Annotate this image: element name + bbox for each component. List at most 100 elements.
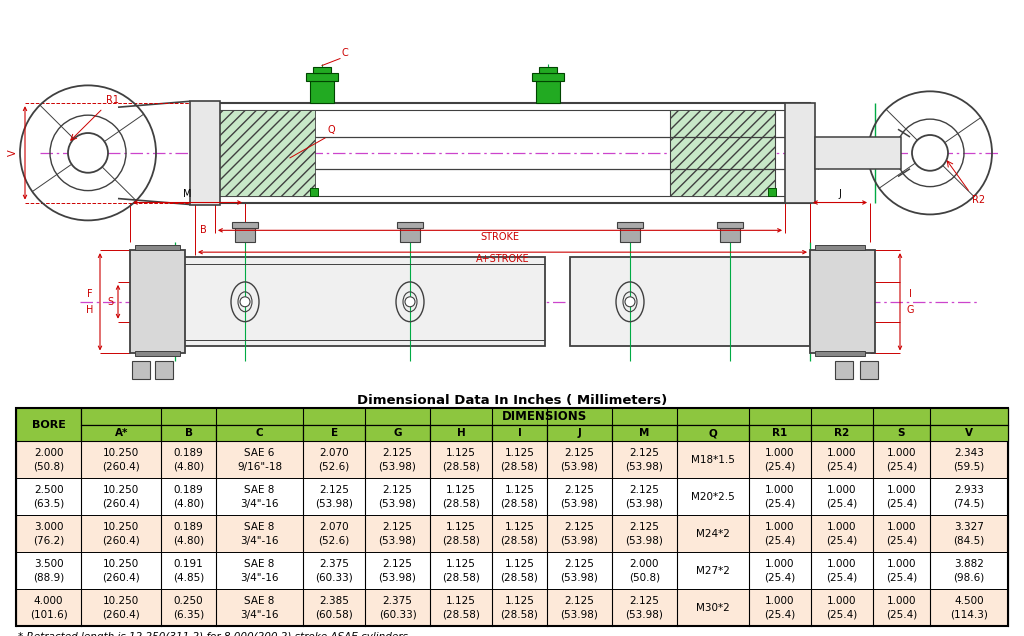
- Text: 0.189: 0.189: [174, 485, 204, 495]
- Text: (60.33): (60.33): [315, 573, 353, 583]
- Bar: [16, 589, 1008, 626]
- Text: 1.125: 1.125: [446, 485, 476, 495]
- Text: (60.58): (60.58): [315, 610, 353, 620]
- Text: 1.000: 1.000: [887, 485, 916, 495]
- Text: 2.000: 2.000: [34, 448, 63, 458]
- Text: (53.98): (53.98): [379, 573, 417, 583]
- Bar: [532, 74, 564, 81]
- Text: (50.8): (50.8): [629, 573, 660, 583]
- Text: 2.343: 2.343: [954, 448, 984, 458]
- Text: A+STROKE: A+STROKE: [476, 254, 529, 264]
- Text: (25.4): (25.4): [886, 573, 916, 583]
- Bar: [492, 425, 547, 441]
- Text: 1.000: 1.000: [887, 559, 916, 569]
- Text: I: I: [517, 428, 521, 438]
- Text: 2.375: 2.375: [319, 559, 349, 569]
- Text: (260.4): (260.4): [102, 573, 140, 583]
- Text: M27*2: M27*2: [696, 565, 730, 576]
- Text: BORE: BORE: [32, 420, 66, 430]
- Text: I: I: [908, 289, 911, 299]
- Text: 1.125: 1.125: [505, 559, 535, 569]
- Bar: [720, 228, 740, 242]
- Text: 2.125: 2.125: [564, 485, 594, 495]
- Bar: [16, 408, 81, 441]
- Bar: [313, 67, 331, 74]
- Text: 1.000: 1.000: [765, 559, 795, 569]
- Text: SAE 6: SAE 6: [245, 448, 274, 458]
- Text: (260.4): (260.4): [102, 499, 140, 509]
- Text: 2.125: 2.125: [383, 559, 413, 569]
- Text: (28.58): (28.58): [501, 462, 539, 472]
- Text: 1.000: 1.000: [887, 448, 916, 458]
- Text: S: S: [898, 428, 905, 438]
- Bar: [815, 137, 901, 169]
- Text: (52.6): (52.6): [318, 462, 349, 472]
- Bar: [768, 188, 776, 196]
- Text: (4.80): (4.80): [173, 462, 204, 472]
- Text: (25.4): (25.4): [764, 462, 796, 472]
- Text: (53.98): (53.98): [560, 536, 598, 546]
- Text: E: E: [331, 428, 338, 438]
- Text: M24*2: M24*2: [696, 529, 730, 539]
- Text: M: M: [183, 188, 191, 198]
- Bar: [16, 441, 1008, 478]
- Text: 0.189: 0.189: [174, 448, 204, 458]
- Text: 2.125: 2.125: [630, 485, 659, 495]
- Text: (101.6): (101.6): [30, 610, 68, 620]
- Bar: [232, 223, 258, 228]
- Text: (59.5): (59.5): [953, 462, 984, 472]
- Text: 1.125: 1.125: [446, 559, 476, 569]
- Text: (53.98): (53.98): [626, 499, 664, 509]
- Text: * Retracted length is 12.250(311.2) for 8.000(200.2) stroke ASAE cylinders: * Retracted length is 12.250(311.2) for …: [18, 632, 408, 636]
- Text: Q: Q: [328, 125, 336, 135]
- Bar: [306, 74, 338, 81]
- Text: (260.4): (260.4): [102, 610, 140, 620]
- Text: (28.58): (28.58): [501, 536, 539, 546]
- Text: SAE 8: SAE 8: [245, 485, 274, 495]
- Circle shape: [240, 297, 250, 307]
- Bar: [620, 228, 640, 242]
- Text: 1.125: 1.125: [505, 485, 535, 495]
- Text: STROKE: STROKE: [480, 232, 519, 242]
- Text: (25.4): (25.4): [826, 462, 857, 472]
- Text: 2.125: 2.125: [383, 448, 413, 458]
- Text: 2.125: 2.125: [564, 559, 594, 569]
- Bar: [860, 361, 878, 379]
- Bar: [16, 408, 1008, 626]
- Text: 1.000: 1.000: [827, 559, 857, 569]
- Bar: [677, 425, 749, 441]
- Text: 10.250: 10.250: [103, 596, 139, 606]
- Circle shape: [912, 135, 948, 170]
- Text: Dimensional Data In Inches ( Millimeters): Dimensional Data In Inches ( Millimeters…: [357, 394, 667, 407]
- Text: (53.98): (53.98): [560, 462, 598, 472]
- Text: 10.250: 10.250: [103, 559, 139, 569]
- Text: (53.98): (53.98): [379, 536, 417, 546]
- Text: 1.125: 1.125: [446, 522, 476, 532]
- Text: G: G: [393, 428, 401, 438]
- Text: (25.4): (25.4): [764, 536, 796, 546]
- Text: J: J: [839, 188, 842, 198]
- Text: DIMENSIONS: DIMENSIONS: [502, 410, 587, 423]
- Text: 2.070: 2.070: [319, 448, 349, 458]
- Text: (28.58): (28.58): [442, 610, 480, 620]
- Bar: [749, 425, 811, 441]
- Text: 10.250: 10.250: [103, 448, 139, 458]
- Text: 2.500: 2.500: [34, 485, 63, 495]
- Text: 2.933: 2.933: [954, 485, 984, 495]
- Text: 4.500: 4.500: [954, 596, 984, 606]
- Text: 1.000: 1.000: [827, 596, 857, 606]
- Text: M30*2: M30*2: [696, 602, 730, 612]
- Circle shape: [406, 297, 415, 307]
- Text: 1.000: 1.000: [827, 448, 857, 458]
- Bar: [547, 425, 612, 441]
- Text: 1.000: 1.000: [765, 596, 795, 606]
- Bar: [135, 352, 180, 356]
- Text: (76.2): (76.2): [33, 536, 65, 546]
- Text: V: V: [965, 428, 973, 438]
- Text: (28.58): (28.58): [501, 573, 539, 583]
- Bar: [215, 110, 315, 196]
- Text: (25.4): (25.4): [886, 499, 916, 509]
- Text: 1.125: 1.125: [446, 596, 476, 606]
- Text: (53.98): (53.98): [379, 499, 417, 509]
- Text: (25.4): (25.4): [826, 536, 857, 546]
